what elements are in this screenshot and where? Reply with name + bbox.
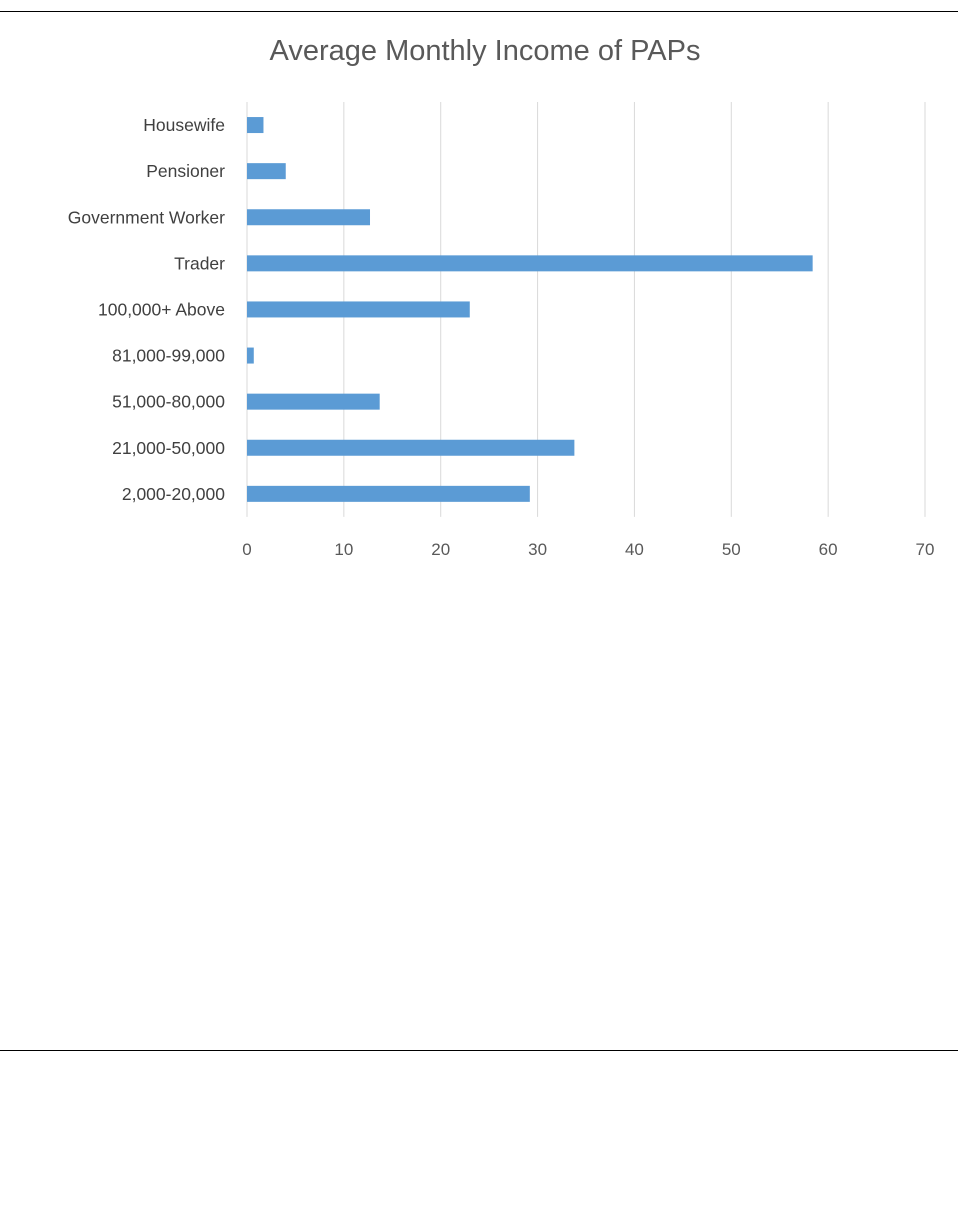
x-tick-label: 0	[242, 540, 251, 559]
category-label: 81,000-99,000	[112, 346, 225, 366]
category-label: Housewife	[143, 115, 225, 135]
x-tick-label: 20	[431, 540, 450, 559]
x-tick-label: 60	[819, 540, 838, 559]
bar	[247, 209, 370, 225]
bar	[247, 117, 263, 133]
x-tick-label: 10	[334, 540, 353, 559]
bar-chart: Average Monthly Income of PAPs Housewife…	[0, 0, 958, 600]
bottom-rule	[0, 1050, 958, 1051]
chart-title: Average Monthly Income of PAPs	[270, 35, 701, 67]
x-tick-label: 70	[916, 540, 935, 559]
category-label: 21,000-50,000	[112, 438, 225, 458]
x-tick-label: 50	[722, 540, 741, 559]
category-labels: Housewife Pensioner Government Worker Trade…	[68, 115, 225, 504]
x-tick-label: 30	[528, 540, 547, 559]
x-tick-labels: 0 10 20 30 40 50 60 70	[242, 540, 934, 559]
category-label: Government Worker	[68, 207, 225, 227]
bar	[247, 255, 813, 271]
category-label: Pensioner	[146, 161, 225, 181]
category-label: 2,000-20,000	[122, 484, 225, 504]
bar	[247, 301, 470, 317]
bar	[247, 394, 380, 410]
category-label: Trader	[174, 253, 225, 273]
bar	[247, 440, 574, 456]
bar	[247, 163, 286, 179]
category-label: 100,000+ Above	[98, 299, 225, 319]
bar	[247, 486, 530, 502]
bar	[247, 348, 254, 364]
category-label: 51,000-80,000	[112, 392, 225, 412]
bars	[247, 117, 813, 502]
x-tick-label: 40	[625, 540, 644, 559]
